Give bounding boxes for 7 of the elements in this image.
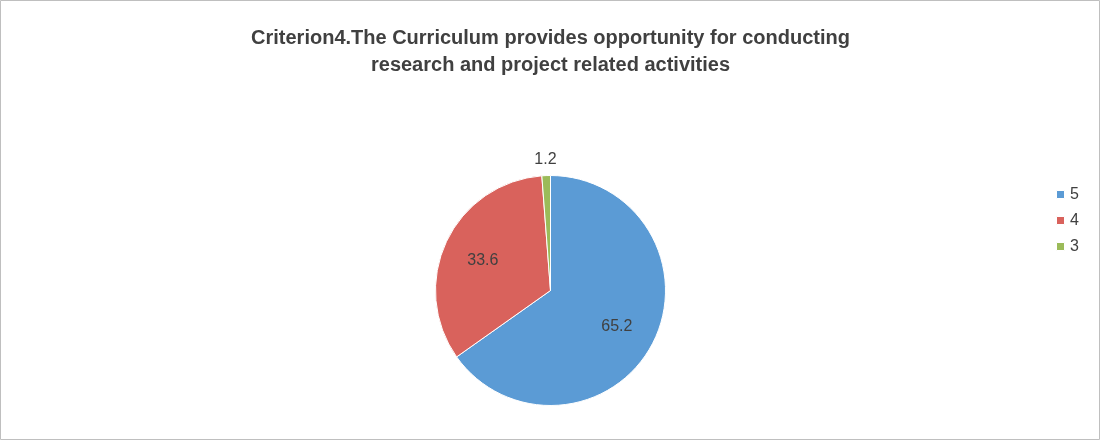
legend-label: 4 [1070,211,1080,229]
chart-title: Criterion4.The Curriculum provides opportunity for conducting research and project related activities [251,25,850,75]
data-label: 1.2 [534,149,557,167]
legend-label: 5 [1070,185,1080,203]
legend-label: 3 [1070,237,1080,255]
data-label: 33.6 [467,250,499,268]
data-label: 65.2 [601,316,633,334]
